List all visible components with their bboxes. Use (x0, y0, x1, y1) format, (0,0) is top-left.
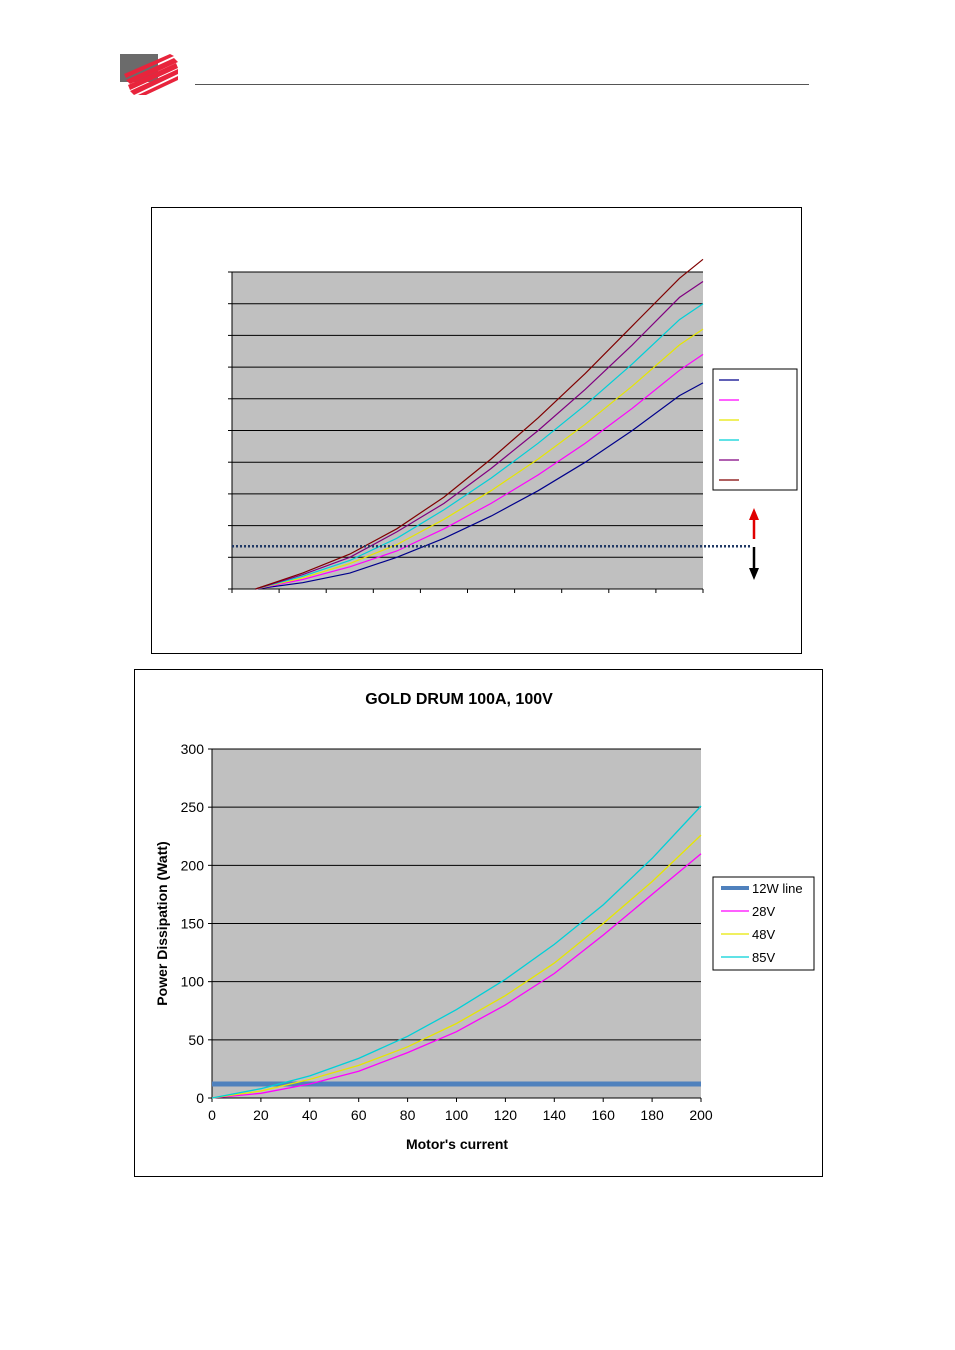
company-logo-icon (120, 54, 178, 95)
x-tick-label: 140 (543, 1107, 567, 1123)
y-tick-label: 100 (181, 974, 205, 990)
series-line (255, 382, 704, 590)
x-tick-label: 80 (400, 1107, 416, 1123)
series-line (211, 805, 702, 1099)
up-arrow-head-icon (749, 508, 759, 520)
legend (712, 368, 798, 491)
y-tick-label: 250 (181, 799, 205, 815)
chart-1 (228, 258, 798, 593)
legend-label: 28V (752, 904, 775, 919)
chart-1-frame (151, 207, 802, 654)
y-tick-label: 0 (196, 1090, 204, 1106)
x-axis-label: Motor's current (406, 1136, 508, 1152)
y-tick-label: 300 (181, 741, 205, 757)
x-tick-label: 200 (689, 1107, 713, 1123)
down-arrow-head-icon (749, 568, 759, 580)
chart-2: GOLD DRUM 100A, 100V 0 50 100 150 200 250 300 0 2… (154, 691, 815, 1152)
series-line (211, 853, 702, 1099)
y-tick-label: 150 (181, 916, 205, 932)
x-tick-label: 60 (351, 1107, 367, 1123)
series-line (255, 353, 704, 590)
x-tick-label: 20 (253, 1107, 269, 1123)
chart-title: GOLD DRUM 100A, 100V (365, 691, 553, 708)
legend-box (712, 368, 798, 491)
x-tick-label: 160 (592, 1107, 616, 1123)
header-rule (195, 84, 809, 85)
series-line (255, 258, 704, 590)
legend-label: 48V (752, 927, 775, 942)
legend-box (712, 876, 815, 971)
legend-label: 85V (752, 950, 775, 965)
series-line (255, 281, 704, 590)
y-tick-label: 50 (188, 1032, 204, 1048)
x-tick-label: 0 (208, 1107, 216, 1123)
x-tick-label: 180 (640, 1107, 664, 1123)
legend: 12W line 28V 48V 85V (712, 876, 815, 971)
series-line (255, 328, 704, 590)
x-tick-label: 120 (494, 1107, 518, 1123)
x-tick-label: 40 (302, 1107, 318, 1123)
y-tick-label: 200 (181, 857, 205, 873)
series-line (255, 303, 704, 590)
x-tick-label: 100 (445, 1107, 469, 1123)
series-line (211, 834, 702, 1099)
y-axis-label: Power Dissipation (Watt) (154, 841, 170, 1005)
legend-label: 12W line (752, 881, 803, 896)
chart-2-frame: GOLD DRUM 100A, 100V 0 50 100 150 200 250 300 0 2… (134, 669, 823, 1177)
